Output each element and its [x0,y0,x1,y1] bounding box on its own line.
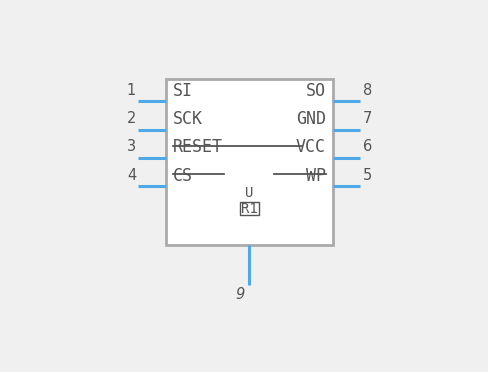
Text: SI: SI [173,82,193,100]
Text: WP: WP [306,167,326,185]
Bar [165,79,333,245]
Text: CS: CS [173,167,193,185]
Text: SCK: SCK [173,110,203,128]
Text: 1: 1 [127,83,136,98]
Text: 5: 5 [363,168,372,183]
Text: R1: R1 [241,202,258,216]
Text: 2: 2 [127,111,136,126]
Text: 9: 9 [236,287,245,302]
Text: 6: 6 [363,140,372,154]
Text: 3: 3 [127,140,136,154]
Text: 8: 8 [363,83,372,98]
Text: GND: GND [296,110,326,128]
Text: 4: 4 [127,168,136,183]
Text: VCC: VCC [296,138,326,157]
Text: U: U [245,186,254,200]
Text: RESET: RESET [173,138,223,157]
Bar [240,202,259,215]
Text: SO: SO [306,82,326,100]
Text: 7: 7 [363,111,372,126]
